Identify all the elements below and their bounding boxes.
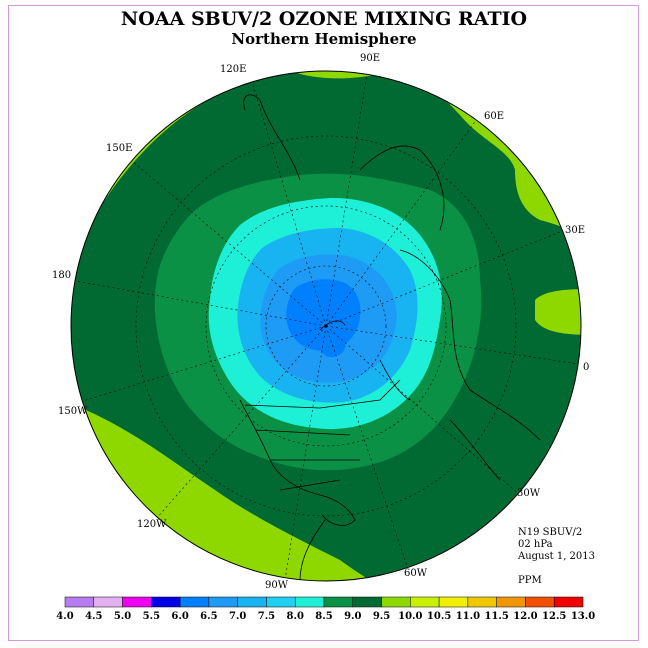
colorbar-swatch [122, 596, 152, 608]
lon-label-150w: 150W [58, 406, 88, 417]
colorbar-swatch [266, 596, 296, 608]
lon-label-90e: 90E [360, 53, 380, 64]
colorbar-tick-label: 12.5 [542, 611, 566, 622]
colorbar-tick-label: 11.0 [456, 611, 480, 622]
units-label: PPM [518, 575, 542, 586]
lon-label-180: 180 [52, 270, 71, 281]
colorbar-swatch [496, 596, 526, 608]
lon-label-30e: 30E [565, 225, 585, 236]
lon-label-0: 0 [583, 362, 589, 373]
pressure-level-label: 02 hPa [518, 539, 553, 550]
colorbar-tick-label: 5.0 [114, 611, 131, 622]
coastlines [239, 94, 541, 581]
colorbar-tick-label: 12.0 [513, 611, 537, 622]
colorbar-swatch [323, 596, 354, 608]
colorbar-swatch [237, 596, 267, 608]
colorbar-tick-label: 10.5 [427, 611, 451, 622]
colorbar-swatch [467, 596, 497, 608]
colorbar-swatch [179, 596, 210, 608]
colorbar-tick-label: 9.0 [344, 611, 361, 622]
lon-label-30w: 30W [517, 488, 541, 499]
graticule [71, 71, 581, 581]
colorbar-swatch [352, 596, 382, 608]
colorbar-swatch [151, 596, 181, 608]
colorbar-swatch [525, 596, 555, 608]
map-subtitle: Northern Hemisphere [231, 30, 417, 48]
contour-band-9-0 [535, 289, 581, 335]
contour-band-6-0 [286, 279, 361, 351]
colorbar-swatch [64, 596, 95, 608]
colorbar-tick-label: 6.5 [200, 611, 217, 622]
lon-label-120e: 120E [220, 64, 246, 75]
colorbar-tick-label: 4.0 [56, 611, 73, 622]
colorbar-swatch [438, 596, 469, 608]
date-label: August 1, 2013 [518, 551, 596, 562]
colorbar-tick-label: 10.0 [398, 611, 422, 622]
colorbar-tick-label: 8.0 [287, 611, 304, 622]
colorbar-tick-label: 8.5 [315, 611, 332, 622]
lon-label-90w: 90W [265, 580, 289, 591]
colorbar-swatch [93, 596, 123, 608]
colorbar-tick-label: 11.5 [484, 611, 508, 622]
lon-label-150e: 150E [106, 143, 132, 154]
lon-label-60e: 60E [484, 111, 504, 122]
colorbar-swatch [553, 596, 584, 608]
map-boundary [70, 70, 582, 582]
colorbar-tick-label: 7.5 [258, 611, 275, 622]
colorbar-swatch [410, 596, 440, 608]
map-title: NOAA SBUV/2 OZONE MIXING RATIO [120, 8, 528, 30]
lon-label-120w: 120W [137, 519, 167, 530]
contour-band-6-0 [318, 332, 346, 358]
colorbar-swatch [208, 596, 238, 608]
colorbar-tick-label: 4.5 [85, 611, 102, 622]
colorbar: 4.0 4.5 5.0 5.5 6.0 6.5 7.0 7.5 8.0 8.5 9.0 9.5 10.0… [56, 596, 595, 622]
colorbar-tick-label: 7.0 [229, 611, 246, 622]
instrument-label: N19 SBUV/2 [518, 527, 583, 538]
colorbar-tick-label: 13.0 [571, 611, 595, 622]
colorbar-tick-label: 5.5 [143, 611, 160, 622]
lon-label-60w: 60W [404, 568, 428, 579]
colorbar-tick-label: 6.0 [171, 611, 188, 622]
colorbar-swatch [294, 596, 325, 608]
colorbar-swatch [381, 596, 411, 608]
figure-frame [8, 5, 639, 641]
colorbar-tick-label: 9.5 [373, 611, 390, 622]
